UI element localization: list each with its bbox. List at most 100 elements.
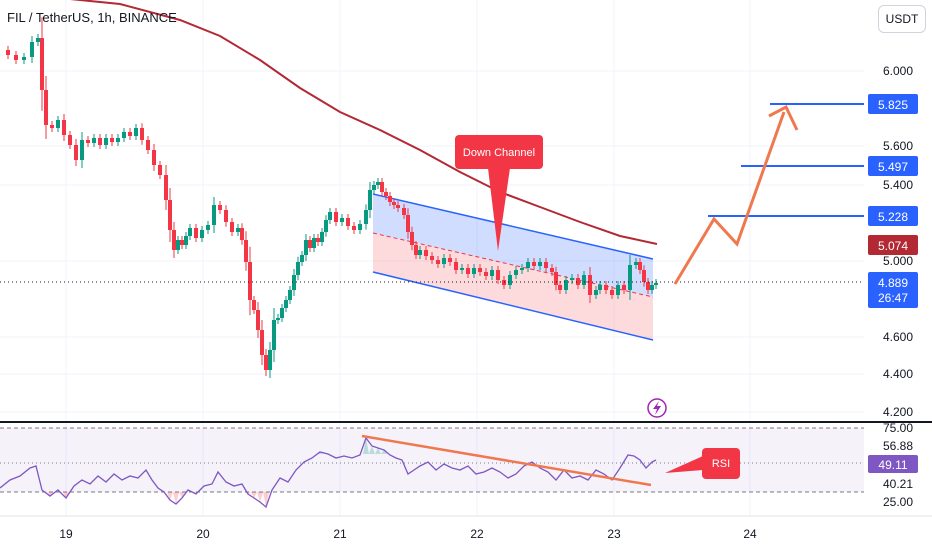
candle-body [212, 205, 216, 225]
candle-body [276, 318, 280, 320]
time-axis[interactable]: 19 20 21 22 23 24 [59, 527, 757, 541]
candle-body [184, 236, 188, 245]
candle-body [122, 132, 126, 138]
candle-body [218, 205, 222, 210]
candle-body [496, 270, 500, 280]
price-axis[interactable]: 6.000 5.600 5.400 5.000 4.600 4.400 4.20… [883, 64, 913, 419]
candle-body [550, 268, 554, 272]
candle-body [372, 185, 376, 190]
candle-body [588, 275, 592, 295]
rsi-line[interactable] [0, 436, 657, 509]
down-channel-callout[interactable]: Down Channel [455, 135, 543, 251]
candle-body [22, 57, 26, 60]
candle-body [340, 218, 344, 222]
time-label: 21 [333, 527, 347, 541]
price-badge-label: 5.228 [878, 210, 908, 224]
symbol-title[interactable]: FIL / TetherUS, 1h, BINANCE [7, 10, 177, 25]
candle-body [230, 222, 234, 232]
candle-body [116, 138, 120, 142]
candle-body [146, 140, 150, 150]
candle-body [414, 245, 418, 255]
channel-upper-fill [373, 194, 653, 297]
candle-body [240, 228, 244, 240]
candle-body [30, 42, 34, 57]
candle-body [554, 272, 558, 285]
candle-body [292, 275, 296, 290]
rsi-overbought-fill [317, 438, 387, 454]
rsi-callout[interactable]: RSI [665, 448, 740, 479]
candle-body [128, 132, 132, 136]
candle-body [418, 250, 422, 255]
candle-body [152, 150, 156, 165]
rsi-current-badge[interactable] [868, 455, 918, 473]
candle-body [200, 230, 204, 238]
candle-body [224, 210, 228, 222]
price-badge-label: 5.497 [878, 160, 908, 174]
candle-body [264, 355, 268, 370]
rsi-divergence-line[interactable] [361, 434, 652, 487]
candle-body [244, 240, 248, 262]
projection-arrowhead [768, 104, 799, 131]
currency-button[interactable]: USDT [878, 5, 926, 33]
candle-body [320, 232, 324, 242]
candle-body [256, 310, 260, 330]
candle-body [346, 218, 350, 226]
candle-body [628, 265, 632, 290]
candle-body [570, 278, 574, 280]
candle-body [582, 275, 586, 285]
candle-body [98, 138, 102, 145]
price-badge-5497[interactable]: 5.497 [868, 156, 918, 176]
candle-body [248, 262, 252, 300]
rsi-pane[interactable]: RSI [0, 427, 864, 509]
candle-body [140, 128, 144, 140]
candle-body [272, 320, 276, 350]
candle-body [316, 238, 320, 242]
candle-body [188, 228, 192, 236]
candle-body [472, 268, 476, 274]
down-channel-label: Down Channel [463, 147, 535, 159]
candle-body [368, 190, 372, 210]
time-label: 23 [607, 527, 621, 541]
candle-body [180, 240, 184, 245]
current-price-badge[interactable]: 4.889 26:47 [868, 272, 918, 308]
candle-body [352, 226, 356, 230]
candle-body [36, 38, 40, 42]
candle-body [312, 238, 316, 248]
channel-lower-line[interactable] [372, 271, 654, 341]
price-badge-5825[interactable]: 5.825 [868, 94, 918, 114]
moving-average-line[interactable] [0, 0, 658, 245]
candlestick-series[interactable] [6, 17, 658, 378]
candle-body [260, 330, 264, 355]
rsi-axis[interactable]: 75.00 56.88 49.11 40.21 25.00 [868, 421, 918, 509]
price-tick: 4.400 [883, 367, 913, 381]
candle-body [176, 240, 180, 250]
candle-body [430, 256, 434, 260]
time-label: 20 [196, 527, 210, 541]
candle-body [654, 283, 658, 285]
candle-body [110, 138, 114, 142]
price-badge-5228[interactable]: 5.228 [868, 206, 918, 226]
lightning-icon[interactable] [647, 398, 667, 418]
candle-body [168, 200, 172, 230]
candle-body [388, 196, 392, 202]
candle-body [508, 275, 512, 285]
candle-body [308, 240, 312, 248]
projection-path[interactable] [673, 111, 786, 285]
price-badge-ma[interactable]: 5.074 [868, 235, 918, 255]
candle-body [380, 182, 384, 192]
rsi-tick: 25.00 [883, 495, 913, 509]
candle-body [384, 192, 388, 196]
candle-body [604, 285, 608, 290]
candle-body [268, 350, 272, 370]
candle-body [598, 285, 602, 290]
candle-body [538, 262, 542, 266]
candle-body [324, 220, 328, 232]
candle-body [364, 210, 368, 224]
price-tick: 6.000 [883, 64, 913, 78]
channel-upper-line[interactable] [372, 193, 654, 260]
candle-body [40, 38, 44, 90]
candle-body [544, 262, 548, 268]
candle-body [642, 270, 646, 282]
